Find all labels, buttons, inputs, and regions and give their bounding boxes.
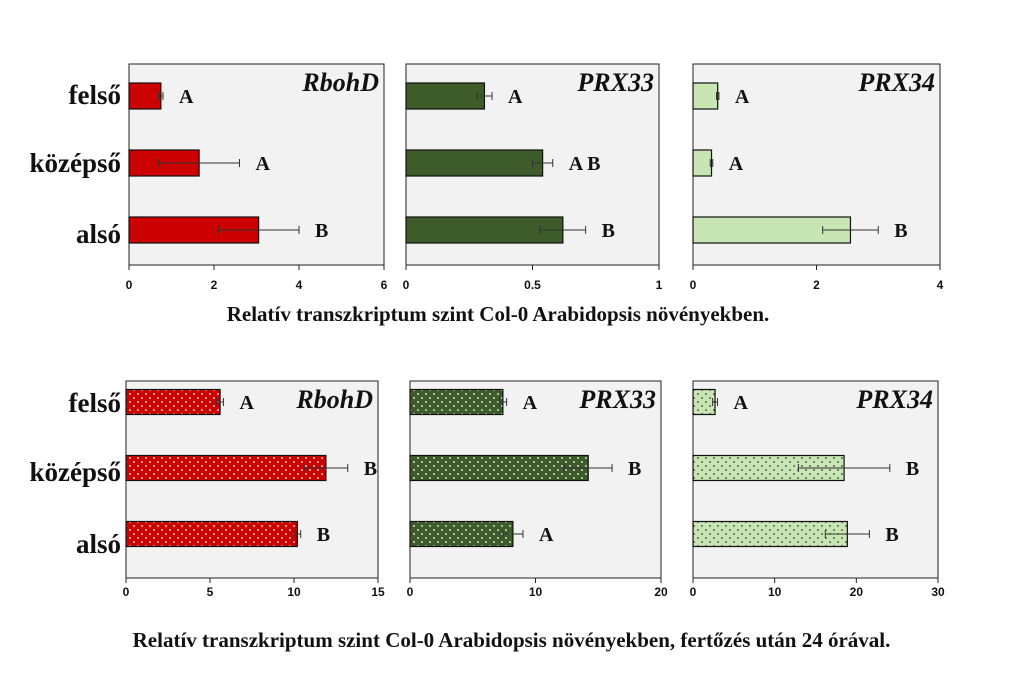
significance-label-1-1-0: A bbox=[523, 392, 538, 414]
significance-label-1-2-0: A bbox=[734, 392, 749, 414]
significance-label-0-0-1: A bbox=[256, 153, 271, 175]
tick-label-1-2-1: 10 bbox=[768, 585, 782, 599]
panel-title-1-1: PRX33 bbox=[578, 385, 656, 414]
tick-label-1-1-2: 20 bbox=[654, 585, 668, 599]
tick-label-1-2-3: 30 bbox=[931, 585, 945, 599]
tick-label-0-1-0: 0 bbox=[403, 278, 410, 292]
category-label-1-0: felső bbox=[69, 388, 121, 418]
panel-title-1-0: RbohD bbox=[295, 385, 373, 414]
bar-0-2-1 bbox=[692, 149, 713, 177]
bar-0-0-0 bbox=[128, 82, 162, 110]
significance-label-0-1-1: A B bbox=[569, 153, 601, 175]
bar-1-0-1 bbox=[125, 454, 327, 482]
tick-label-1-0-1: 5 bbox=[207, 585, 214, 599]
tick-label-0-0-3: 6 bbox=[381, 278, 388, 292]
bar-1-2-2 bbox=[692, 520, 848, 548]
tick-label-1-1-1: 10 bbox=[529, 585, 543, 599]
bar-0-1-0 bbox=[405, 82, 486, 110]
significance-label-0-2-1: A bbox=[729, 153, 744, 175]
bar-1-2-0 bbox=[692, 388, 716, 416]
tick-label-1-1-0: 0 bbox=[407, 585, 414, 599]
significance-label-0-0-0: A bbox=[179, 86, 194, 108]
bar-0-1-2 bbox=[405, 216, 564, 244]
tick-label-0-1-1: 0.5 bbox=[524, 278, 541, 292]
tick-label-1-2-0: 0 bbox=[690, 585, 697, 599]
tick-label-1-2-2: 20 bbox=[850, 585, 864, 599]
tick-label-0-0-0: 0 bbox=[126, 278, 133, 292]
category-label-0-1: középső bbox=[29, 148, 121, 178]
bar-1-1-2 bbox=[409, 520, 514, 548]
significance-label-0-1-2: B bbox=[602, 220, 615, 242]
tick-label-0-1-2: 1 bbox=[656, 278, 663, 292]
significance-label-1-2-1: B bbox=[906, 458, 919, 480]
caption-top: Relatív transzkriptum szint Col-0 Arabid… bbox=[226, 302, 770, 326]
significance-label-0-2-0: A bbox=[735, 86, 750, 108]
category-label-1-1: középső bbox=[29, 457, 121, 487]
tick-label-0-2-2: 4 bbox=[937, 278, 944, 292]
bar-1-1-1 bbox=[409, 454, 589, 482]
caption-bottom: Relatív transzkriptum szint Col-0 Arabid… bbox=[132, 628, 891, 652]
tick-label-1-0-3: 15 bbox=[371, 585, 385, 599]
significance-label-0-0-2: B bbox=[315, 220, 328, 242]
panel-title-0-0: RbohD bbox=[301, 68, 379, 97]
bar-0-2-0 bbox=[692, 82, 719, 110]
category-label-1-2: alsó bbox=[76, 529, 121, 559]
bar-1-0-0 bbox=[125, 388, 221, 416]
tick-label-0-0-2: 4 bbox=[296, 278, 303, 292]
significance-label-1-0-2: B bbox=[317, 524, 330, 546]
significance-label-1-0-0: A bbox=[239, 392, 254, 414]
significance-label-1-0-1: B bbox=[364, 458, 377, 480]
tick-label-0-0-1: 2 bbox=[211, 278, 218, 292]
bar-1-0-2 bbox=[125, 520, 298, 548]
tick-label-0-2-1: 2 bbox=[813, 278, 820, 292]
panel-title-1-2: PRX34 bbox=[855, 385, 933, 414]
bar-1-1-0 bbox=[409, 388, 504, 416]
tick-label-0-2-0: 0 bbox=[690, 278, 697, 292]
tick-label-1-0-0: 0 bbox=[123, 585, 130, 599]
significance-label-0-1-0: A bbox=[508, 86, 523, 108]
bar-0-1-1 bbox=[405, 149, 544, 177]
tick-label-1-0-2: 10 bbox=[287, 585, 301, 599]
significance-label-1-1-2: A bbox=[539, 524, 554, 546]
panel-title-0-2: PRX34 bbox=[857, 68, 935, 97]
significance-label-1-1-1: B bbox=[628, 458, 641, 480]
category-label-0-0: felső bbox=[69, 80, 121, 110]
significance-label-1-2-2: B bbox=[885, 524, 898, 546]
panel-title-0-1: PRX33 bbox=[576, 68, 654, 97]
category-label-0-2: alsó bbox=[76, 219, 121, 249]
significance-label-0-2-2: B bbox=[894, 220, 907, 242]
